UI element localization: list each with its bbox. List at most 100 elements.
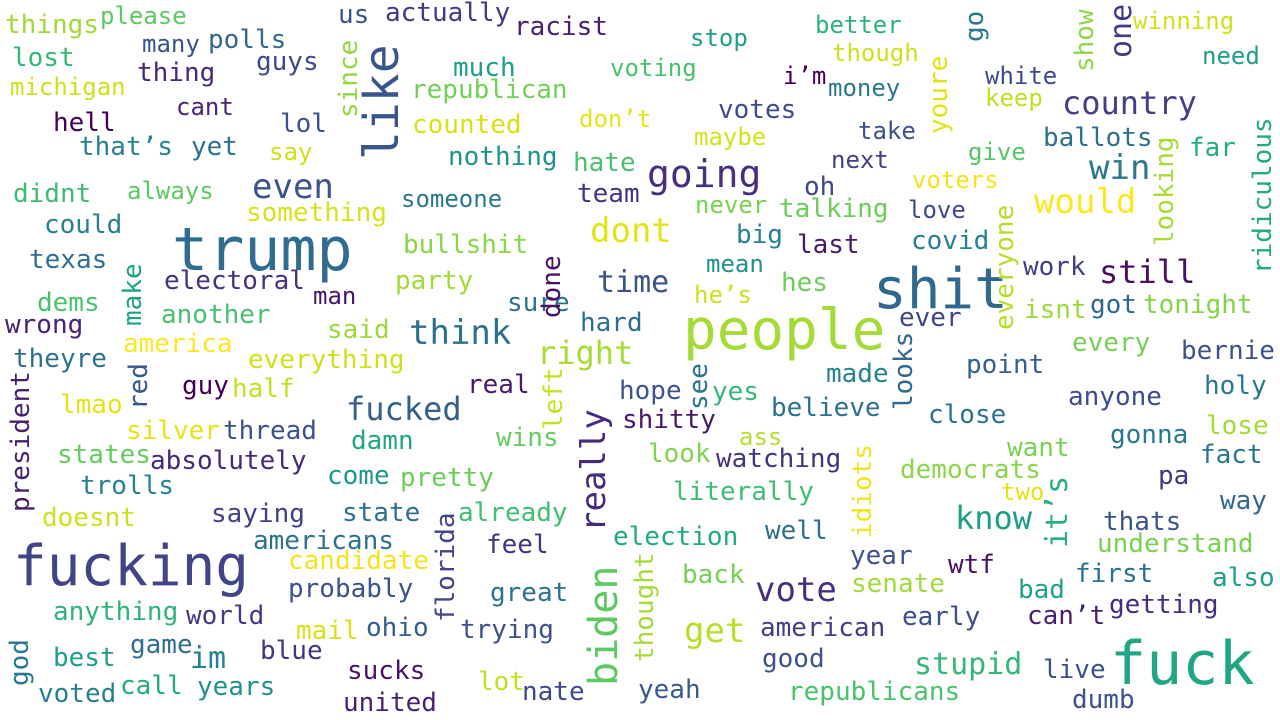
word-lmao: lmao: [60, 390, 123, 420]
word-fact: fact: [1200, 440, 1263, 470]
word-fucked: fucked: [346, 390, 462, 428]
word-hell: hell: [53, 108, 116, 138]
word-im-apostrophe: i’m: [783, 62, 827, 90]
word-mail: mail: [296, 616, 359, 646]
word-dont-apostrophe: don’t: [579, 105, 652, 133]
word-stop: stop: [690, 24, 748, 52]
word-early: early: [902, 602, 981, 632]
word-way: way: [1220, 486, 1267, 516]
word-see: see: [684, 363, 714, 410]
word-texas: texas: [29, 245, 108, 275]
word-understand: understand: [1097, 529, 1254, 559]
word-guys: guys: [256, 47, 319, 77]
word-going: going: [647, 152, 762, 196]
word-americans: americans: [253, 526, 394, 556]
word-voting: voting: [610, 54, 697, 82]
word-said: said: [327, 315, 390, 345]
word-hes-apostrophe: he’s: [694, 281, 752, 309]
word-lost: lost: [12, 43, 75, 73]
word-guy: guy: [182, 371, 229, 401]
word-maybe: maybe: [694, 123, 767, 151]
word-money: money: [828, 74, 901, 102]
word-could: could: [44, 210, 123, 240]
word-actually: actually: [385, 0, 511, 28]
word-believe: believe: [771, 393, 881, 423]
word-thats-apostrophe: that’s: [79, 132, 173, 162]
word-candidate: candidate: [288, 546, 429, 576]
word-still: still: [1099, 253, 1196, 291]
word-better: better: [815, 11, 902, 39]
word-doesnt: doesnt: [42, 503, 136, 533]
word-thing: thing: [137, 58, 216, 88]
word-know: know: [955, 499, 1033, 537]
word-work: work: [1023, 252, 1086, 282]
word-keep: keep: [985, 84, 1043, 112]
word-anyone: anyone: [1068, 382, 1162, 412]
word-im: im: [190, 641, 227, 676]
word-isnt: isnt: [1024, 295, 1087, 325]
word-silver: silver: [126, 416, 220, 446]
word-biden: biden: [581, 565, 627, 686]
word-right: right: [537, 334, 634, 372]
word-fucking: fucking: [13, 534, 250, 599]
word-republican: republican: [411, 75, 568, 105]
word-winning: winning: [1133, 7, 1235, 35]
word-call: call: [120, 671, 183, 701]
word-done: done: [537, 255, 567, 318]
word-really: really: [574, 409, 614, 532]
word-close: close: [928, 400, 1007, 430]
word-literally: literally: [673, 477, 814, 507]
word-left: left: [539, 367, 569, 430]
word-nothing: nothing: [448, 142, 558, 172]
word-love: love: [908, 196, 966, 224]
word-dumb: dumb: [1072, 685, 1135, 715]
word-feel: feel: [486, 530, 549, 560]
word-thought: thought: [630, 552, 660, 662]
word-point: point: [966, 350, 1045, 380]
word-yeah: yeah: [638, 675, 701, 705]
word-god: god: [5, 639, 35, 686]
word-saying: saying: [211, 499, 305, 529]
word-trying: trying: [460, 615, 554, 645]
word-everyone: everyone: [990, 204, 1020, 330]
word-sure: sure: [507, 288, 570, 318]
word-lot: lot: [478, 667, 525, 697]
word-united: united: [343, 688, 437, 718]
word-hate: hate: [573, 148, 636, 178]
word-world: world: [186, 601, 265, 631]
word-trolls: trolls: [80, 471, 174, 501]
word-dems: dems: [37, 288, 100, 318]
word-fuck: fuck: [1110, 629, 1255, 699]
word-go: go: [960, 10, 990, 42]
word-election: election: [613, 522, 739, 552]
word-always: always: [127, 177, 214, 205]
word-republicans: republicans: [788, 677, 961, 707]
word-mean: mean: [706, 250, 764, 278]
word-trump: trump: [172, 215, 353, 285]
word-us: us: [338, 0, 370, 30]
word-cant: cant: [176, 93, 234, 121]
word-hes: hes: [781, 268, 828, 298]
word-dont: dont: [590, 211, 672, 251]
word-probably: probably: [288, 574, 414, 604]
word-president: president: [6, 371, 36, 512]
word-also: also: [1212, 563, 1275, 593]
word-tonight: tonight: [1143, 290, 1253, 320]
word-lose: lose: [1206, 411, 1269, 441]
word-come: come: [327, 461, 390, 491]
word-vote: vote: [755, 570, 837, 610]
word-ass: ass: [739, 423, 783, 451]
word-white: white: [985, 62, 1058, 90]
word-electoral: electoral: [164, 266, 305, 296]
word-polls: polls: [208, 25, 287, 55]
word-would: would: [1034, 182, 1137, 222]
word-youre: youre: [924, 55, 954, 134]
word-covid: covid: [911, 226, 990, 256]
word-like: like: [354, 44, 410, 160]
word-hard: hard: [580, 308, 643, 338]
word-idiots: idiots: [848, 444, 878, 538]
word-live: live: [1043, 655, 1106, 685]
word-someone: someone: [401, 185, 503, 213]
word-party: party: [395, 266, 474, 296]
